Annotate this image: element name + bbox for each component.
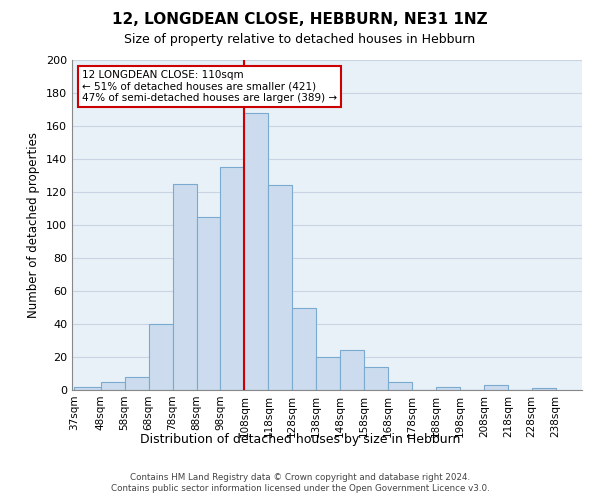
- Text: Distribution of detached houses by size in Hebburn: Distribution of detached houses by size …: [140, 432, 460, 446]
- Bar: [244, 113, 268, 390]
- Bar: [149, 324, 173, 390]
- Y-axis label: Number of detached properties: Number of detached properties: [28, 132, 40, 318]
- Bar: [340, 350, 364, 390]
- Bar: [316, 357, 340, 390]
- Bar: [364, 367, 388, 390]
- Text: 12, LONGDEAN CLOSE, HEBBURN, NE31 1NZ: 12, LONGDEAN CLOSE, HEBBURN, NE31 1NZ: [112, 12, 488, 28]
- Bar: [173, 184, 197, 390]
- Bar: [292, 308, 316, 390]
- Bar: [436, 386, 460, 390]
- Bar: [388, 382, 412, 390]
- Bar: [197, 217, 220, 390]
- Bar: [484, 385, 508, 390]
- Bar: [220, 167, 244, 390]
- Bar: [268, 186, 292, 390]
- Bar: [101, 382, 125, 390]
- Text: Contains public sector information licensed under the Open Government Licence v3: Contains public sector information licen…: [110, 484, 490, 493]
- Text: Contains HM Land Registry data © Crown copyright and database right 2024.: Contains HM Land Registry data © Crown c…: [130, 472, 470, 482]
- Bar: [532, 388, 556, 390]
- Bar: [74, 386, 101, 390]
- Bar: [125, 377, 149, 390]
- Text: Size of property relative to detached houses in Hebburn: Size of property relative to detached ho…: [124, 32, 476, 46]
- Text: 12 LONGDEAN CLOSE: 110sqm
← 51% of detached houses are smaller (421)
47% of semi: 12 LONGDEAN CLOSE: 110sqm ← 51% of detac…: [82, 70, 337, 103]
